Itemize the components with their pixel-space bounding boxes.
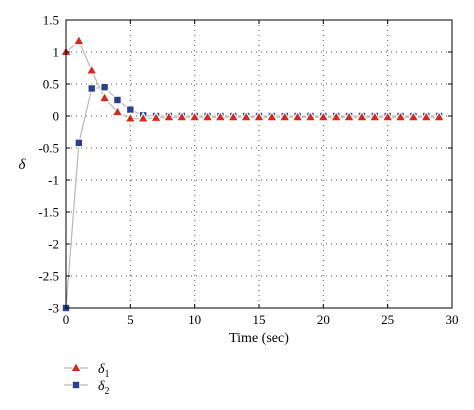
y-tick-label: -1 bbox=[48, 173, 59, 188]
y-tick-label: 0.5 bbox=[43, 77, 59, 92]
data-point-1 bbox=[162, 110, 176, 122]
legend-label: δ2 bbox=[98, 379, 110, 397]
data-point-1 bbox=[317, 110, 330, 122]
data-point-1 bbox=[136, 111, 150, 123]
x-tick-label: 20 bbox=[317, 312, 330, 327]
data-point-1 bbox=[201, 110, 214, 122]
data-point-1 bbox=[342, 110, 356, 122]
data-point-2 bbox=[74, 138, 84, 148]
series-line-1 bbox=[65, 40, 440, 120]
data-point-2 bbox=[100, 82, 110, 92]
x-tick-label: 30 bbox=[446, 312, 459, 327]
y-tick-label: -0.5 bbox=[38, 141, 59, 156]
data-point-1 bbox=[368, 110, 382, 122]
data-point-1 bbox=[355, 110, 369, 122]
legend-item: δ1 bbox=[64, 361, 110, 380]
y-tick-label: -2 bbox=[48, 237, 59, 252]
data-point-1 bbox=[432, 110, 446, 122]
data-point-1 bbox=[214, 110, 227, 122]
data-point-1 bbox=[381, 110, 394, 122]
data-point-1 bbox=[98, 91, 111, 103]
data-point-1 bbox=[304, 110, 317, 122]
data-point-1 bbox=[278, 110, 291, 122]
y-tick-label: 1 bbox=[53, 45, 60, 60]
data-point-2 bbox=[87, 84, 97, 93]
y-tick-label: 1.5 bbox=[43, 13, 59, 28]
x-axis-label: Time (sec) bbox=[229, 331, 289, 346]
data-point-1 bbox=[175, 110, 189, 122]
data-point-1 bbox=[265, 110, 279, 122]
data-point-1 bbox=[124, 111, 137, 123]
data-point-1 bbox=[329, 110, 343, 122]
data-markers bbox=[59, 34, 446, 313]
data-point-1 bbox=[227, 110, 240, 122]
data-point-1 bbox=[252, 110, 266, 122]
legend-marker bbox=[69, 361, 83, 373]
y-axis-label: δ bbox=[19, 157, 27, 173]
data-point-1 bbox=[85, 63, 98, 75]
data-point-1 bbox=[188, 110, 201, 122]
legend-label: δ1 bbox=[98, 362, 110, 380]
data-point-1 bbox=[407, 110, 420, 122]
legend-item: δ2 bbox=[64, 379, 110, 397]
x-tick-label: 0 bbox=[63, 312, 70, 327]
data-point-1 bbox=[394, 110, 407, 122]
data-point-1 bbox=[111, 105, 124, 117]
plot-frame bbox=[65, 19, 453, 309]
x-tick-label: 25 bbox=[381, 312, 394, 327]
x-tick-label: 5 bbox=[127, 312, 134, 327]
x-tick-label: 10 bbox=[188, 312, 201, 327]
y-tick-label: -1.5 bbox=[38, 205, 59, 220]
data-point-1 bbox=[291, 110, 304, 122]
series-lines bbox=[65, 40, 440, 309]
grid-lines bbox=[66, 20, 452, 308]
data-point-2 bbox=[113, 95, 122, 105]
data-point-1 bbox=[72, 34, 86, 46]
y-tick-label: -3 bbox=[48, 301, 59, 316]
axis-ticks: 0 5 10 15 20 25 30 -3 -2.5 -2 -1.5 -1 -0.5 0 0.5 1 1.5 bbox=[38, 13, 458, 328]
x-tick-label: 15 bbox=[253, 312, 266, 327]
data-point-1 bbox=[239, 110, 253, 122]
y-tick-label: -2.5 bbox=[38, 269, 59, 284]
legend-marker bbox=[71, 380, 81, 390]
data-point-1 bbox=[420, 110, 433, 122]
data-point-1 bbox=[149, 111, 163, 123]
y-tick-label: 0 bbox=[53, 109, 60, 124]
